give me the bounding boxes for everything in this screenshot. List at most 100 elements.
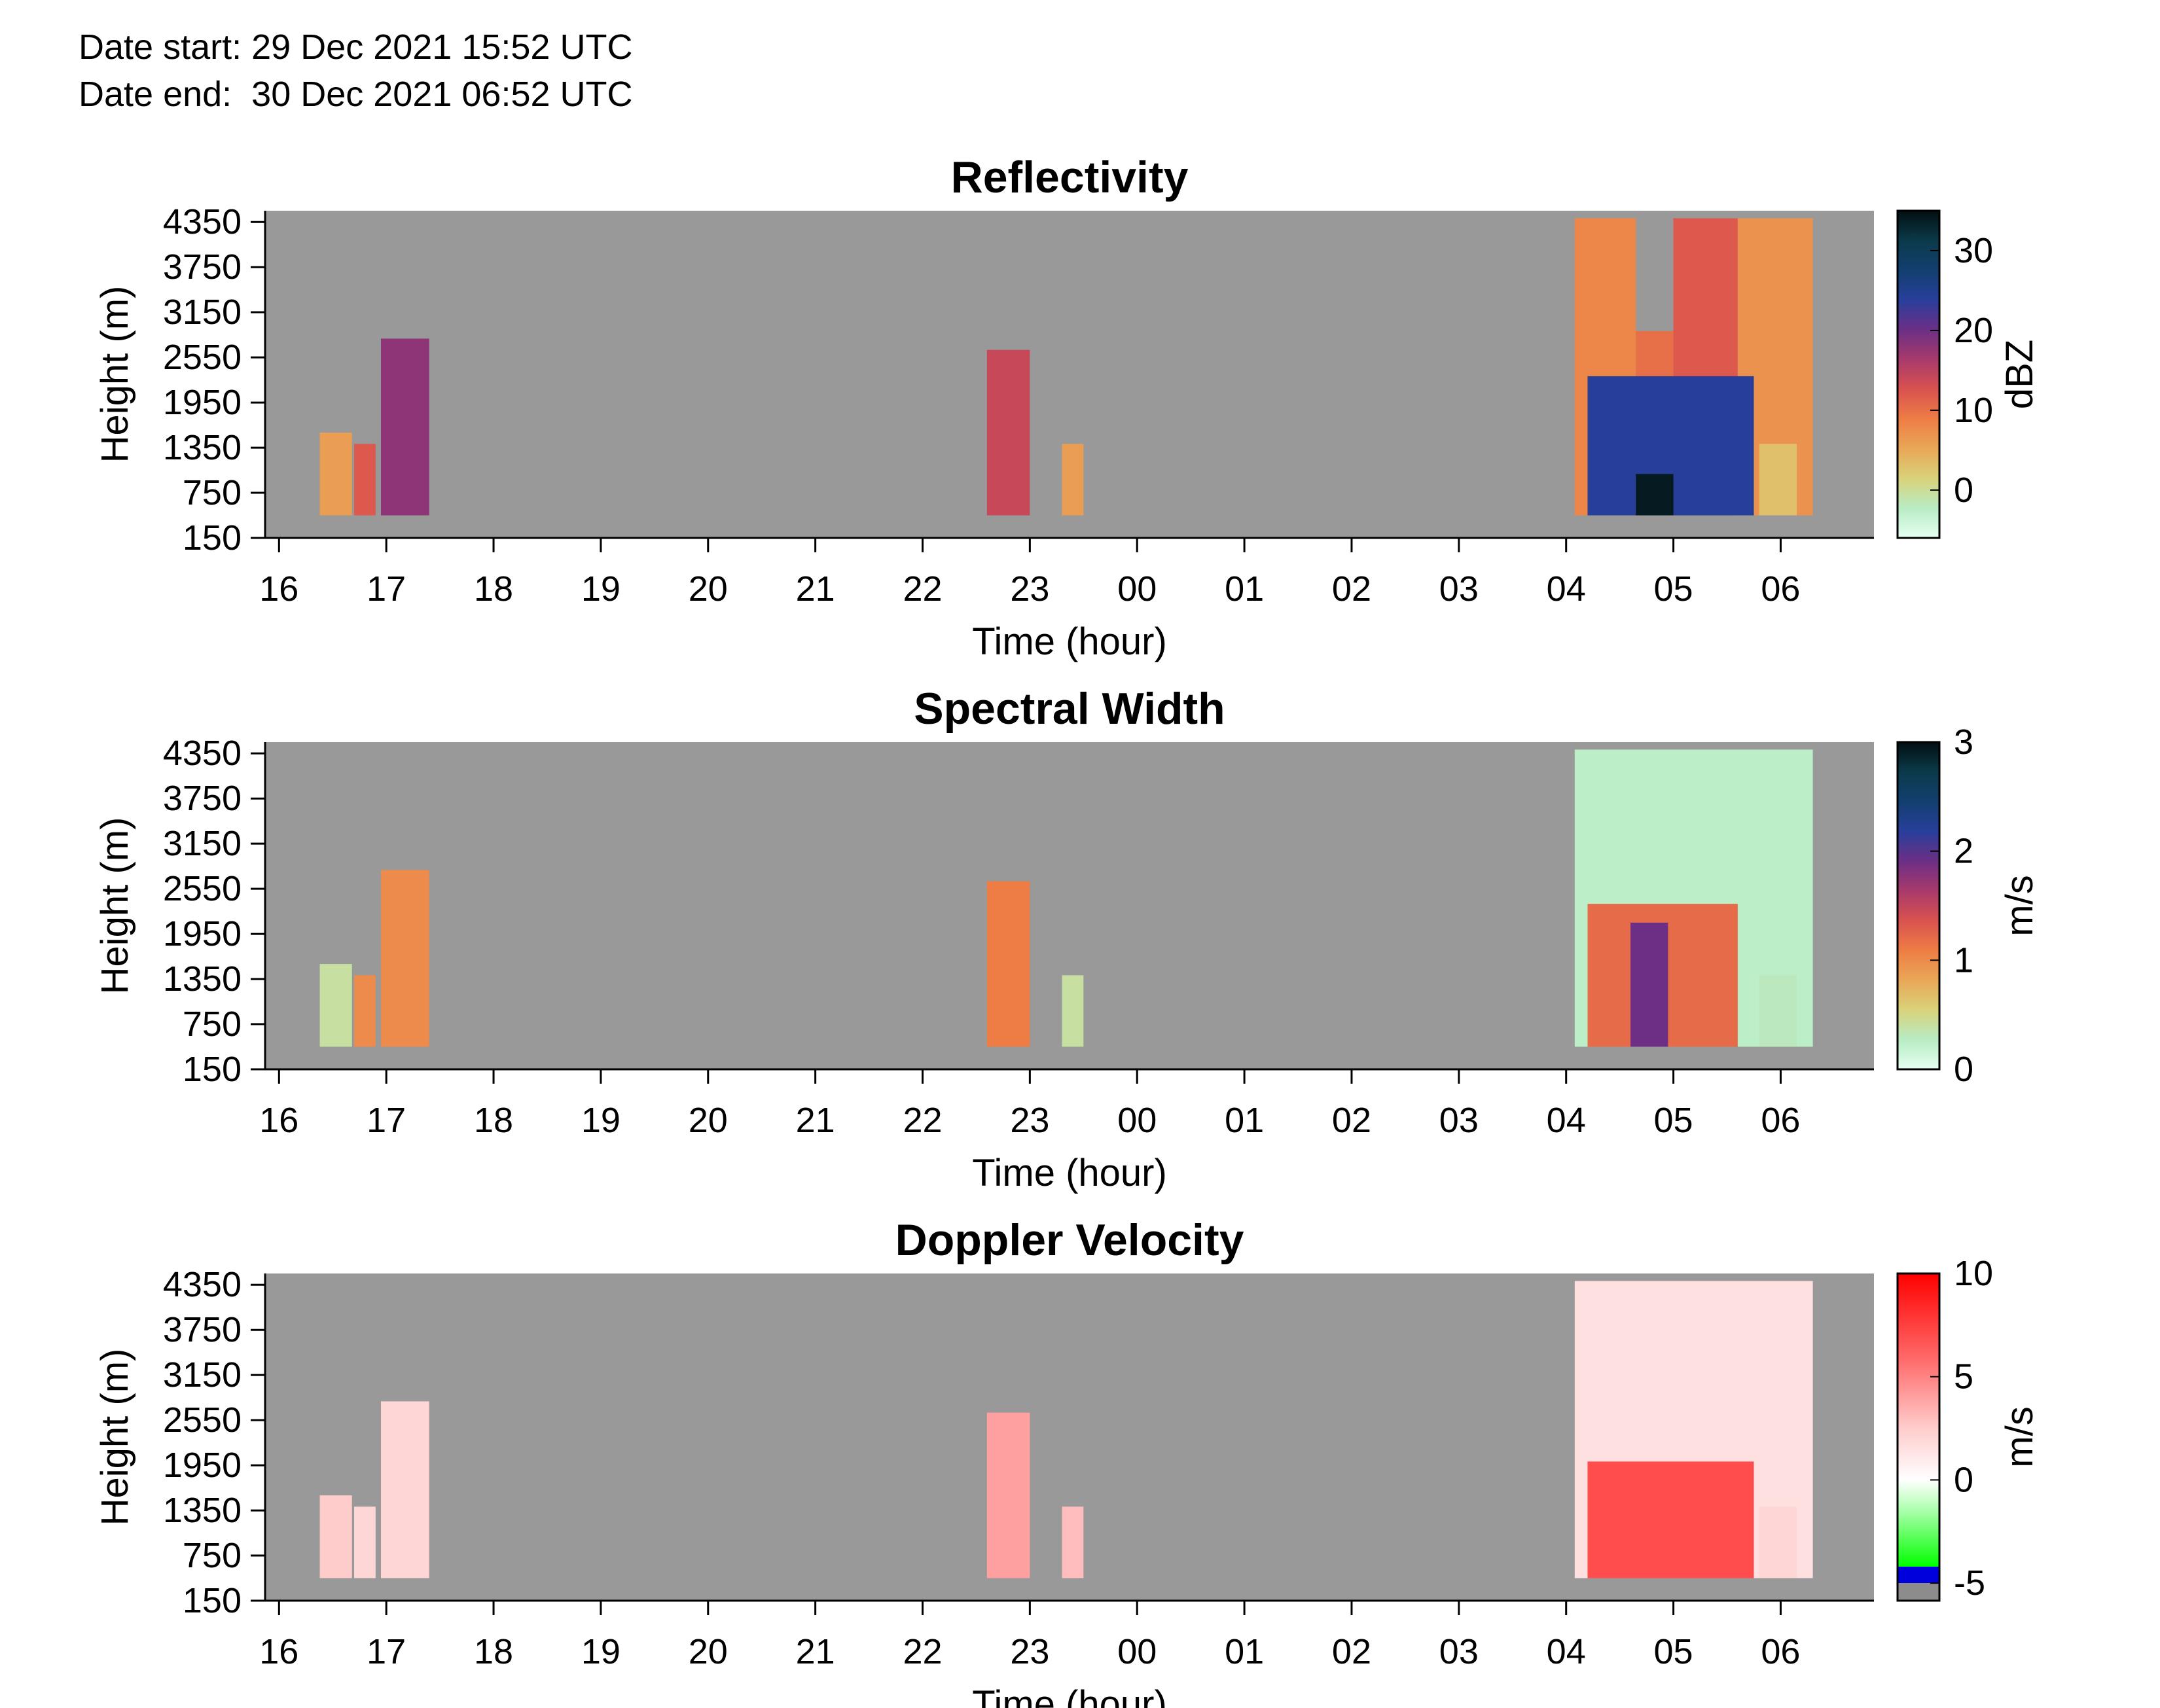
- spectral-width-x-tick-label: 01: [1225, 1101, 1264, 1140]
- doppler-velocity-x-tick-label: 22: [903, 1632, 942, 1671]
- reflectivity-x-tick-label: 03: [1439, 569, 1479, 609]
- doppler-velocity-x-tick-label: 06: [1761, 1632, 1800, 1671]
- spectral-width-y-tick-label: 3150: [163, 824, 242, 863]
- spectral-width-x-tick-label: 22: [903, 1101, 942, 1140]
- doppler-velocity-colorbar-label: m/s: [1998, 1406, 2041, 1467]
- reflectivity-y-tick-label: 3150: [163, 293, 242, 332]
- spectral-width-echo-region: [1062, 975, 1084, 1047]
- spectral-width-colorbar-tick-label: 2: [1954, 832, 1973, 871]
- doppler-velocity-y-tick-label: 150: [183, 1581, 242, 1620]
- reflectivity-echo-region: [380, 338, 429, 516]
- spectral-width-title: Spectral Width: [914, 684, 1225, 734]
- spectral-width-x-axis-label: Time (hour): [972, 1152, 1167, 1194]
- doppler-velocity-x-tick-label: 23: [1010, 1632, 1049, 1671]
- reflectivity-x-tick-label: 04: [1547, 569, 1586, 609]
- doppler-velocity-panel: Doppler Velocity150750135019502550315037…: [94, 1215, 2041, 1708]
- spectral-width-colorbar-tick-label: 3: [1954, 722, 1973, 762]
- reflectivity-x-tick-label: 17: [367, 569, 406, 609]
- doppler-velocity-x-tick-label: 03: [1439, 1632, 1479, 1671]
- doppler-velocity-y-tick-label: 3750: [163, 1310, 242, 1349]
- reflectivity-x-tick-label: 18: [474, 569, 513, 609]
- doppler-velocity-echo-region: [354, 1506, 376, 1578]
- spectral-width-x-tick-label: 23: [1010, 1101, 1049, 1140]
- spectral-width-y-tick-label: 2550: [163, 869, 242, 908]
- spectral-width-echo-region: [380, 870, 429, 1047]
- spectral-width-colorbar-label: m/s: [1998, 875, 2041, 936]
- spectral-width-colorbar: [1896, 741, 1941, 1071]
- spectral-width-echo-region: [319, 964, 352, 1047]
- reflectivity-colorbar-tick-label: 30: [1954, 231, 1993, 270]
- reflectivity-echo-region: [1759, 444, 1797, 516]
- spectral-width-x-tick-label: 17: [367, 1101, 406, 1140]
- spectral-width-y-tick-label: 1350: [163, 959, 242, 999]
- reflectivity-x-tick-label: 05: [1654, 569, 1693, 609]
- spectral-width-echo-region: [1759, 975, 1797, 1047]
- doppler-velocity-x-tick-label: 05: [1654, 1632, 1693, 1671]
- spectral-width-y-tick-label: 1950: [163, 914, 242, 953]
- reflectivity-y-tick-label: 4350: [163, 202, 242, 241]
- spectral-width-x-tick-label: 03: [1439, 1101, 1479, 1140]
- reflectivity-y-tick-label: 750: [183, 473, 242, 512]
- reflectivity-x-tick-label: 02: [1332, 569, 1371, 609]
- doppler-velocity-x-tick-label: 18: [474, 1632, 513, 1671]
- doppler-velocity-colorbar-tick-label: -5: [1954, 1563, 1985, 1603]
- spectral-width-y-tick-label: 3750: [163, 779, 242, 818]
- doppler-velocity-colorbar: [1896, 1272, 1941, 1602]
- doppler-velocity-colorbar-tick-label: 10: [1954, 1254, 1993, 1293]
- date-end-text: Date end: 30 Dec 2021 06:52 UTC: [79, 75, 633, 114]
- doppler-velocity-x-tick-label: 00: [1117, 1632, 1157, 1671]
- reflectivity-x-tick-label: 19: [581, 569, 621, 609]
- doppler-velocity-echo-region: [380, 1401, 429, 1578]
- doppler-velocity-x-tick-label: 21: [796, 1632, 835, 1671]
- spectral-width-y-tick-label: 150: [183, 1050, 242, 1089]
- spectral-width-x-tick-label: 04: [1547, 1101, 1586, 1140]
- reflectivity-echo-region: [986, 349, 1030, 516]
- reflectivity-y-axis-label: Height (m): [94, 286, 136, 463]
- spectral-width-x-tick-label: 00: [1117, 1101, 1157, 1140]
- reflectivity-echo-region: [354, 444, 376, 516]
- doppler-velocity-colorbar-tick-label: 0: [1954, 1460, 1973, 1499]
- doppler-velocity-y-tick-label: 750: [183, 1536, 242, 1575]
- date-start-text: Date start: 29 Dec 2021 15:52 UTC: [79, 27, 633, 67]
- reflectivity-echo-region: [1636, 474, 1674, 516]
- spectral-width-x-tick-label: 02: [1332, 1101, 1371, 1140]
- spectral-width-y-tick-label: 4350: [163, 734, 242, 773]
- reflectivity-colorbar-tick-label: 10: [1954, 391, 1993, 430]
- reflectivity-x-tick-label: 00: [1117, 569, 1157, 609]
- reflectivity-x-axis-label: Time (hour): [972, 620, 1167, 663]
- doppler-velocity-echo-region: [1759, 1506, 1797, 1578]
- reflectivity-x-tick-label: 23: [1010, 569, 1049, 609]
- reflectivity-y-tick-label: 150: [183, 518, 242, 558]
- doppler-velocity-x-tick-label: 17: [367, 1632, 406, 1671]
- doppler-velocity-y-tick-label: 1950: [163, 1446, 242, 1485]
- reflectivity-colorbar: [1896, 209, 1941, 539]
- doppler-velocity-y-tick-label: 1350: [163, 1491, 242, 1530]
- spectral-width-x-tick-label: 18: [474, 1101, 513, 1140]
- doppler-velocity-y-tick-label: 4350: [163, 1265, 242, 1304]
- doppler-velocity-x-tick-label: 04: [1547, 1632, 1586, 1671]
- reflectivity-x-tick-label: 21: [796, 569, 835, 609]
- doppler-velocity-y-axis-label: Height (m): [94, 1349, 136, 1526]
- doppler-velocity-echo-region: [319, 1495, 352, 1578]
- spectral-width-echo-region: [354, 975, 376, 1047]
- doppler-velocity-echo-region: [1587, 1461, 1754, 1578]
- doppler-velocity-x-axis-label: Time (hour): [972, 1683, 1167, 1708]
- date-header: Date start: 29 Dec 2021 15:52 UTC Date e…: [79, 24, 633, 118]
- doppler-velocity-x-tick-label: 19: [581, 1632, 621, 1671]
- reflectivity-x-tick-label: 01: [1225, 569, 1264, 609]
- reflectivity-x-tick-label: 22: [903, 569, 942, 609]
- reflectivity-title: Reflectivity: [951, 152, 1189, 202]
- reflectivity-echo-region: [319, 433, 352, 516]
- doppler-velocity-echo-region: [986, 1412, 1030, 1578]
- doppler-velocity-title: Doppler Velocity: [895, 1215, 1244, 1265]
- spectral-width-panel: Spectral Width 150 750 1350 1950 2550 3150 3750…: [94, 684, 2041, 1194]
- reflectivity-y-tick-label: 1350: [163, 428, 242, 467]
- spectral-width-y-tick-label: 750: [183, 1005, 242, 1044]
- reflectivity-colorbar-tick-label: 0: [1954, 471, 1973, 510]
- reflectivity-y-tick-label: 1950: [163, 383, 242, 422]
- doppler-velocity-x-tick-label: 20: [689, 1632, 728, 1671]
- reflectivity-colorbar-label: dBZ: [1998, 340, 2041, 409]
- doppler-velocity-y-tick-label: 2550: [163, 1400, 242, 1440]
- doppler-velocity-x-tick-label: 02: [1332, 1632, 1371, 1671]
